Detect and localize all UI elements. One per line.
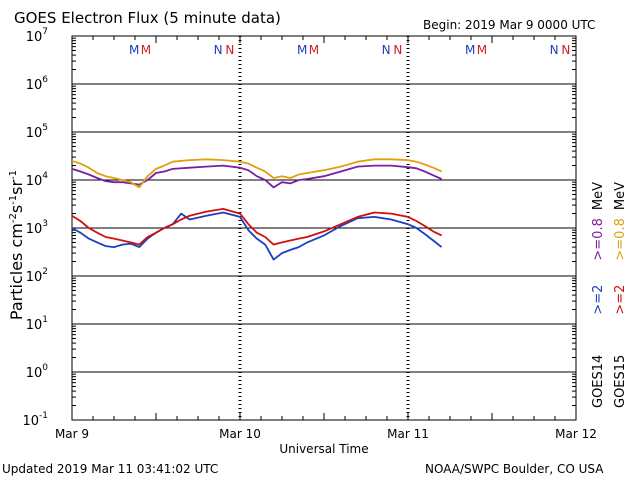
x-tick-label: Mar 10 [219,427,261,441]
satellite-marker: N [225,43,234,57]
updated-timestamp: Updated 2019 Mar 11 03:41:02 UTC [2,462,218,476]
begin-label: Begin: 2019 Mar 9 0000 UTC [423,18,595,32]
legend-goes15: GOES15>=2>=0.8MeV [613,182,628,408]
series-line-3 [71,207,442,246]
satellite-marker: N [561,43,570,57]
satellite-marker: M [297,43,307,57]
x-tick-label: Mar 11 [387,427,429,441]
y-tick-label: 103 [26,219,48,237]
credit-label: NOAA/SWPC Boulder, CO USA [425,462,604,476]
satellite-marker: M [129,43,139,57]
y-tick-label: 106 [26,75,49,93]
legend-goes14: GOES14>=2>=0.8MeV [591,182,606,408]
y-tick-label: 10-1 [22,411,48,429]
y-tick-label: 102 [26,267,48,285]
x-tick-label: Mar 9 [55,427,89,441]
satellite-marker: M [477,43,487,57]
x-axis-label: Universal Time [279,442,368,456]
day-dividers [238,36,410,420]
satellite-marker: N [550,43,559,57]
legend: GOES14>=2>=0.8MeV GOES15>=2>=0.8MeV [591,182,628,408]
y-tick-label: 104 [26,171,49,189]
series-line-1 [71,158,442,189]
satellite-marker: N [214,43,223,57]
series-lines [71,158,443,261]
x-tick-label: Mar 12 [555,427,597,441]
series-line-2 [71,211,443,261]
satellite-marker: M [309,43,319,57]
satellite-marker: M [141,43,151,57]
satellite-marker: N [393,43,402,57]
y-tick-label: 101 [26,315,48,333]
y-tick-label: 107 [26,27,48,45]
y-tick-label: 100 [26,363,49,381]
y-tick-label: 105 [26,123,48,141]
chart-title: GOES Electron Flux (5 minute data) [14,9,281,27]
satellite-marker: M [465,43,475,57]
y-axis-label: Particles cm-2s-1sr-1 [7,170,26,320]
satellite-marker: N [382,43,391,57]
y-axis-ticks: 10-1 100 101 102 103 104 105 106 107 [22,27,576,429]
series-line-0 [71,164,442,189]
gridlines [72,83,576,373]
x-axis-ticks: Mar 9 Mar 10 Mar 11 Mar 12 [55,36,597,441]
